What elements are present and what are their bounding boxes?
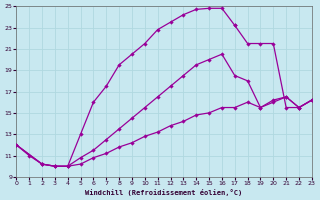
X-axis label: Windchill (Refroidissement éolien,°C): Windchill (Refroidissement éolien,°C) (85, 189, 243, 196)
